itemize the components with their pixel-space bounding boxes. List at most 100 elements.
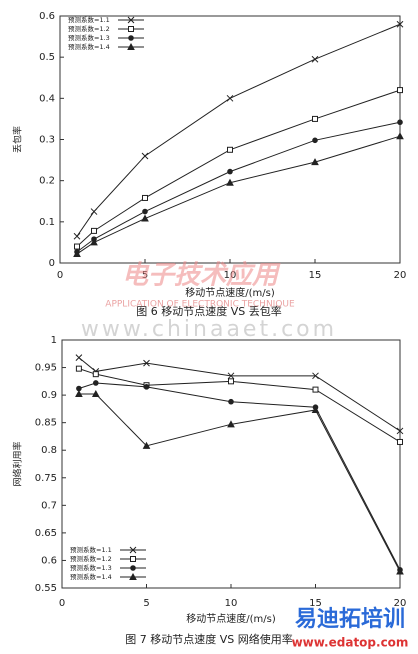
x-tick-label: 20 <box>394 270 407 281</box>
marker <box>143 359 150 367</box>
marker <box>74 243 80 250</box>
line <box>78 368 401 443</box>
marker <box>397 119 403 126</box>
line <box>78 393 401 572</box>
line <box>76 121 401 253</box>
x-tick-label: 10 <box>225 598 238 609</box>
marker <box>142 441 151 449</box>
marker <box>312 115 318 122</box>
y-tick-label: 0.55 <box>35 583 57 594</box>
marker <box>90 208 98 215</box>
marker <box>73 249 81 257</box>
marker <box>396 132 404 140</box>
y-axis-label: 丢包率 <box>12 126 24 153</box>
legend-marker <box>130 565 136 571</box>
x-axis-label: 移动节点速度/(m/s) <box>186 612 276 625</box>
marker <box>142 208 148 215</box>
marker <box>142 194 148 201</box>
legend-marker <box>127 16 135 24</box>
legend-label: 预测系数=1.2 <box>70 554 112 563</box>
watermark: 电子技术应用 <box>122 261 281 291</box>
y-tick-label: 0.9 <box>41 390 57 401</box>
marker <box>75 365 82 372</box>
watermark: 易迪拓培训 <box>295 606 405 632</box>
marker <box>396 567 404 575</box>
y-tick-label: 0.65 <box>35 528 57 539</box>
y-tick-label: 0.3 <box>39 135 55 146</box>
x-tick-label: 5 <box>143 598 149 609</box>
legend-label: 预测系数=1.2 <box>68 24 110 33</box>
legend-label: 预测系数=1.1 <box>70 545 112 554</box>
marker <box>311 55 319 63</box>
marker <box>311 405 320 413</box>
legend-label: 预测系数=1.4 <box>68 42 110 51</box>
marker <box>92 371 99 378</box>
marker <box>227 372 235 380</box>
x-tick-label: 15 <box>309 270 322 281</box>
x-tick-label: 20 <box>394 598 407 609</box>
marker <box>75 389 83 398</box>
legend-label: 预测系数=1.1 <box>68 15 110 24</box>
y-tick-label: 0.5 <box>39 52 55 63</box>
marker <box>312 386 319 393</box>
legend-marker <box>128 35 134 41</box>
watermark: www.chinaaet.com <box>81 317 337 342</box>
y-tick-label: 0 <box>49 258 55 269</box>
plot-frame <box>59 15 401 264</box>
legend-marker <box>129 546 137 554</box>
legend-marker <box>127 42 135 50</box>
marker <box>141 214 149 222</box>
x-tick-label: 15 <box>309 598 322 609</box>
line <box>76 23 401 237</box>
y-tick-label: 0.75 <box>35 473 57 484</box>
marker <box>73 232 81 240</box>
y-tick-label: 0.85 <box>35 418 57 429</box>
y-axis-label: 网络利用率 <box>12 441 24 486</box>
legend-marker <box>128 26 134 32</box>
y-tick-label: 1 <box>51 335 57 346</box>
line <box>78 357 401 432</box>
line <box>78 382 401 571</box>
watermark: APPLICATION OF ELECTRONIC TECHNIQUE <box>105 300 295 310</box>
x-tick-label: 0 <box>57 270 63 281</box>
watermark: www.edatop.com <box>292 636 409 650</box>
legend-label: 预测系数=1.3 <box>68 33 110 42</box>
legend-marker <box>129 572 137 580</box>
marker <box>312 372 319 380</box>
y-tick-label: 0.6 <box>39 11 55 22</box>
y-tick-label: 0.95 <box>35 363 57 374</box>
y-tick-label: 0.2 <box>39 176 55 187</box>
legend-label: 预测系数=1.4 <box>70 572 112 581</box>
marker <box>397 87 403 94</box>
marker <box>90 238 98 246</box>
legend-label: 预测系数=1.3 <box>70 563 112 572</box>
marker <box>143 384 150 390</box>
legend-marker <box>130 556 136 562</box>
caption: 图 7 移动节点速度 VS 网络使用率 <box>125 632 293 646</box>
caption: 图 6 移动节点速度 VS 丢包率 <box>136 304 282 318</box>
marker <box>91 227 97 234</box>
marker <box>226 178 234 186</box>
marker <box>311 158 319 166</box>
plot-frame <box>61 339 401 589</box>
marker <box>396 427 404 435</box>
y-tick-label: 0.7 <box>41 500 57 511</box>
marker <box>227 420 235 428</box>
x-tick-label: 5 <box>142 270 148 281</box>
line <box>76 135 401 255</box>
x-axis-label: 移动节点速度/(m/s) <box>185 286 275 299</box>
marker <box>228 398 234 405</box>
marker <box>312 137 318 144</box>
marker <box>228 378 234 385</box>
y-tick-label: 0.4 <box>39 93 55 104</box>
y-tick-label: 0.6 <box>41 555 57 566</box>
marker <box>93 380 99 386</box>
y-tick-label: 0.8 <box>41 445 57 456</box>
marker <box>396 20 404 28</box>
marker <box>226 94 234 102</box>
marker <box>227 168 233 175</box>
marker <box>397 438 403 445</box>
marker <box>75 354 83 361</box>
x-tick-label: 10 <box>224 270 237 281</box>
